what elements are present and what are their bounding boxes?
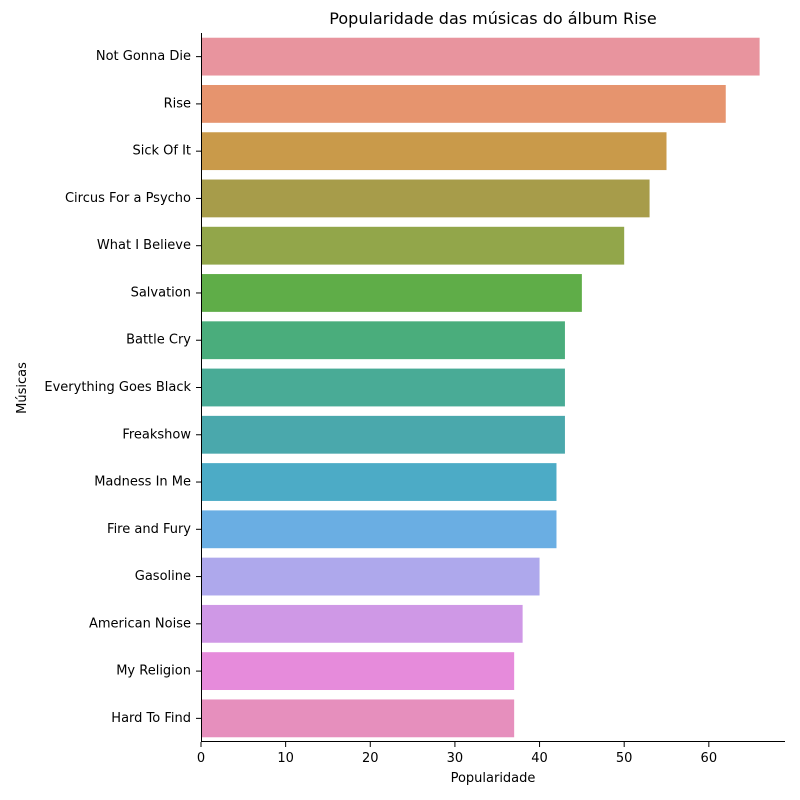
x-tick-label: 30 — [447, 751, 464, 766]
y-tick-label: My Religion — [116, 664, 191, 679]
bar — [201, 274, 582, 312]
x-tick-label: 10 — [277, 751, 294, 766]
bar — [201, 321, 565, 360]
bar — [201, 699, 515, 738]
bar — [201, 415, 565, 454]
y-tick-label: Rise — [164, 96, 191, 111]
x-tick-label: 20 — [362, 751, 379, 766]
y-tick-label: Everything Goes Black — [44, 380, 191, 395]
x-tick-label: 40 — [531, 751, 548, 766]
y-tick-label: Madness In Me — [94, 475, 191, 490]
y-axis-label: Músicas — [15, 362, 30, 414]
x-axis-label: Popularidade — [451, 771, 536, 786]
bar — [201, 132, 667, 171]
y-ticks-group: Not Gonna Die Rise Sick Of It Circus For a … — [44, 49, 201, 726]
bar — [201, 557, 540, 596]
bar — [201, 604, 523, 643]
y-tick-label: Hard To Find — [111, 711, 191, 726]
x-ticks-group: 0 10 20 30 40 50 60 — [197, 742, 717, 766]
y-tick-label: Freakshow — [122, 427, 191, 442]
y-tick-label: Gasoline — [135, 569, 191, 584]
bar — [201, 179, 650, 218]
y-tick-label: Not Gonna Die — [96, 49, 191, 64]
bar — [201, 368, 565, 407]
bar — [201, 463, 557, 501]
y-tick-label: Fire and Fury — [107, 522, 191, 537]
y-tick-label: Circus For a Psycho — [65, 191, 191, 206]
x-tick-label: 60 — [701, 751, 718, 766]
y-tick-label: American Noise — [89, 616, 191, 631]
y-tick-label: What I Believe — [97, 238, 191, 253]
x-tick-label: 0 — [197, 751, 205, 766]
bar — [201, 84, 726, 123]
bar — [201, 510, 557, 549]
chart-title: Popularidade das músicas do álbum Rise — [329, 9, 656, 28]
y-tick-label: Battle Cry — [126, 333, 191, 348]
y-tick-label: Salvation — [131, 285, 191, 300]
x-tick-label: 50 — [616, 751, 633, 766]
bar — [201, 37, 760, 76]
bars-group — [201, 37, 760, 738]
bar — [201, 652, 515, 691]
bar — [201, 226, 625, 265]
y-tick-label: Sick Of It — [132, 144, 191, 159]
